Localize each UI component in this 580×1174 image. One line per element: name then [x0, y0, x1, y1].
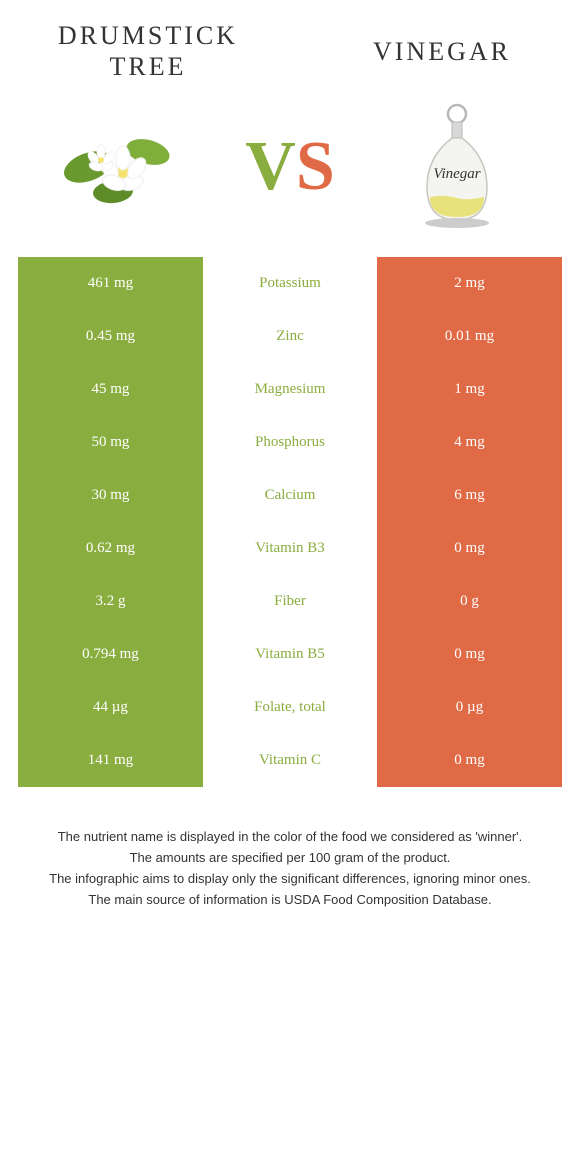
right-value: 4 mg: [377, 416, 562, 469]
left-value: 50 mg: [18, 416, 203, 469]
nutrient-label: Fiber: [203, 575, 377, 628]
left-value: 141 mg: [18, 734, 203, 787]
left-value: 0.62 mg: [18, 522, 203, 575]
right-value: 2 mg: [377, 257, 562, 310]
left-value: 44 µg: [18, 681, 203, 734]
vinegar-image: Vinegar: [382, 102, 532, 232]
left-value: 0.45 mg: [18, 310, 203, 363]
right-value: 0 mg: [377, 628, 562, 681]
footer-line-3: The infographic aims to display only the…: [38, 869, 542, 890]
nutrient-label: Phosphorus: [203, 416, 377, 469]
nutrient-label: Calcium: [203, 469, 377, 522]
nutrient-row: 3.2 gFiber0 g: [18, 575, 562, 628]
nutrient-label: Vitamin C: [203, 734, 377, 787]
header: DRUMSTICK TREE VINEGAR: [18, 20, 562, 102]
vs-row: VS Vinegar: [18, 102, 562, 257]
nutrient-row: 461 mgPotassium2 mg: [18, 257, 562, 310]
nutrient-row: 44 µgFolate, total0 µg: [18, 681, 562, 734]
footer-notes: The nutrient name is displayed in the co…: [18, 787, 562, 910]
right-value: 6 mg: [377, 469, 562, 522]
left-value: 30 mg: [18, 469, 203, 522]
left-value: 461 mg: [18, 257, 203, 310]
footer-line-1: The nutrient name is displayed in the co…: [38, 827, 542, 848]
vs-label: VS: [245, 127, 335, 207]
nutrient-row: 0.794 mgVitamin B50 mg: [18, 628, 562, 681]
nutrient-row: 0.45 mgZinc0.01 mg: [18, 310, 562, 363]
drumstick-tree-image: [48, 102, 198, 232]
nutrient-row: 50 mgPhosphorus4 mg: [18, 416, 562, 469]
nutrient-label: Potassium: [203, 257, 377, 310]
nutrient-row: 141 mgVitamin C0 mg: [18, 734, 562, 787]
footer-line-4: The main source of information is USDA F…: [38, 890, 542, 911]
nutrient-label: Folate, total: [203, 681, 377, 734]
infographic-container: DRUMSTICK TREE VINEGAR: [0, 0, 580, 931]
vs-s-letter: S: [296, 128, 335, 205]
nutrient-row: 0.62 mgVitamin B30 mg: [18, 522, 562, 575]
nutrient-label: Vitamin B5: [203, 628, 377, 681]
right-value: 0 g: [377, 575, 562, 628]
left-value: 3.2 g: [18, 575, 203, 628]
nutrient-row: 30 mgCalcium6 mg: [18, 469, 562, 522]
left-value: 45 mg: [18, 363, 203, 416]
flower-icon: [53, 112, 193, 222]
right-food-title: VINEGAR: [352, 36, 532, 67]
left-food-title: DRUMSTICK TREE: [48, 20, 248, 82]
nutrient-label: Zinc: [203, 310, 377, 363]
nutrient-label: Magnesium: [203, 363, 377, 416]
right-value: 1 mg: [377, 363, 562, 416]
right-value: 0 mg: [377, 522, 562, 575]
bottle-icon: Vinegar: [412, 102, 502, 232]
nutrient-label: Vitamin B3: [203, 522, 377, 575]
right-value: 0.01 mg: [377, 310, 562, 363]
right-value: 0 µg: [377, 681, 562, 734]
nutrient-row: 45 mgMagnesium1 mg: [18, 363, 562, 416]
svg-text:Vinegar: Vinegar: [433, 166, 480, 182]
left-value: 0.794 mg: [18, 628, 203, 681]
nutrient-table: 461 mgPotassium2 mg0.45 mgZinc0.01 mg45 …: [18, 257, 562, 787]
footer-line-2: The amounts are specified per 100 gram o…: [38, 848, 542, 869]
right-value: 0 mg: [377, 734, 562, 787]
vs-v-letter: V: [245, 128, 296, 205]
